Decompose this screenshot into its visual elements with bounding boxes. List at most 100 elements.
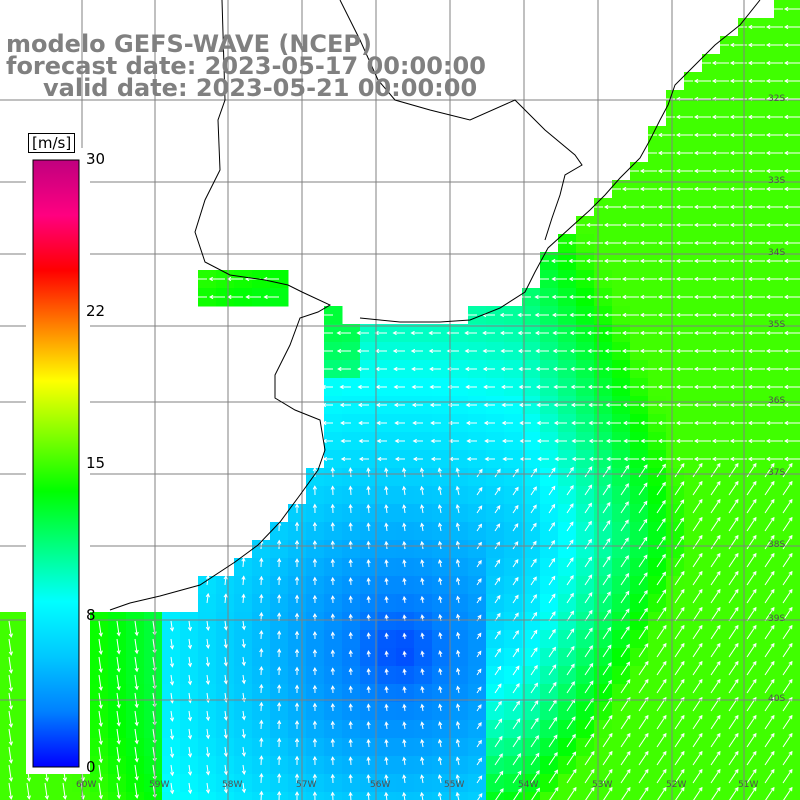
wind-arrowhead — [624, 501, 629, 506]
wind-arrow — [134, 674, 138, 690]
wind-arrowhead — [734, 462, 739, 468]
wind-cell — [522, 396, 541, 415]
wind-arrowhead — [588, 438, 594, 444]
wind-arrowhead — [241, 770, 246, 776]
wind-arrowhead — [783, 240, 789, 246]
wind-arrowhead — [515, 665, 520, 670]
wind-cell — [792, 648, 800, 667]
wind-cell — [792, 774, 800, 793]
wind-cell — [414, 648, 433, 667]
wind-arrowhead — [205, 592, 210, 598]
wind-arrow — [242, 656, 245, 666]
wind-arrowhead — [499, 312, 505, 318]
wind-arrow — [385, 722, 388, 730]
wind-arrow — [224, 638, 227, 648]
wind-cell — [396, 558, 415, 577]
wind-arrowhead — [662, 732, 667, 738]
wind-cell — [684, 180, 703, 199]
wind-cell — [702, 486, 721, 505]
wind-arrowhead — [393, 384, 398, 390]
wind-arrowhead — [747, 186, 753, 192]
wind-cell — [666, 648, 685, 667]
wind-cell — [648, 288, 667, 307]
wind-cell — [342, 576, 361, 595]
wind-arrowhead — [675, 222, 681, 228]
wind-arrowhead — [747, 240, 753, 246]
wind-arrow — [403, 486, 406, 496]
wind-arrow — [620, 555, 629, 568]
wind-arrow — [134, 764, 138, 780]
wind-arrowhead — [402, 522, 407, 527]
wind-cell — [252, 684, 271, 703]
wind-arrow — [746, 571, 757, 586]
wind-arrowhead — [8, 687, 13, 692]
wind-cell — [396, 342, 415, 361]
wind-cell — [720, 684, 739, 703]
wind-arrowhead — [277, 594, 282, 599]
wind-arrowhead — [348, 595, 353, 600]
wind-arrowhead — [535, 735, 539, 740]
wind-arrow — [638, 501, 648, 514]
wind-arrow — [782, 643, 793, 658]
wind-cell — [720, 702, 739, 721]
wind-arrowhead — [551, 258, 556, 264]
wind-cell — [576, 594, 595, 613]
wind-arrowhead — [532, 558, 537, 563]
wind-arrowhead — [571, 733, 576, 739]
wind-arrowhead — [551, 593, 556, 598]
wind-arrowhead — [675, 168, 681, 174]
wind-arrowhead — [394, 456, 400, 462]
wind-arrowhead — [621, 330, 627, 336]
wind-arrow — [438, 505, 442, 514]
wind-arrow — [782, 481, 793, 496]
wind-arrowhead — [747, 60, 753, 66]
wind-arrowhead — [294, 612, 300, 617]
wind-arrowhead — [419, 485, 425, 491]
wind-cell — [450, 648, 469, 667]
wind-cell — [558, 450, 577, 469]
wind-arrowhead — [116, 722, 121, 727]
wind-cell — [450, 774, 469, 793]
wind-arrow — [170, 764, 173, 776]
wind-cell — [324, 522, 343, 541]
wind-arrowhead — [447, 402, 453, 408]
wind-arrow — [566, 575, 574, 586]
wind-arrow — [602, 609, 611, 622]
wind-arrowhead — [532, 576, 537, 581]
wind-cell — [522, 702, 541, 721]
wind-cell — [612, 774, 631, 793]
wind-cell — [594, 576, 613, 595]
wind-cell — [594, 396, 613, 415]
wind-cell — [774, 576, 793, 595]
wind-arrowhead — [134, 703, 139, 709]
wind-arrow — [421, 757, 424, 766]
wind-arrowhead — [729, 330, 735, 336]
wind-cell — [342, 432, 361, 451]
wind-arrowhead — [716, 534, 721, 540]
wind-arrowhead — [734, 588, 739, 594]
wind-arrowhead — [623, 456, 628, 462]
wind-arrowhead — [394, 438, 399, 444]
wind-arrowhead — [657, 420, 663, 426]
wind-cell — [630, 594, 649, 613]
wind-arrowhead — [626, 732, 631, 738]
wind-arrowhead — [550, 240, 556, 246]
wind-arrowhead — [348, 738, 353, 744]
wind-cell — [432, 522, 451, 541]
wind-cell — [522, 486, 541, 505]
wind-cell — [540, 558, 559, 577]
wind-cell — [648, 504, 667, 523]
wind-arrow — [566, 503, 574, 514]
wind-arrow — [548, 540, 555, 550]
wind-cell — [414, 792, 433, 800]
wind-arrowhead — [190, 276, 195, 282]
wind-arrowhead — [568, 240, 573, 246]
wind-arrowhead — [501, 420, 507, 426]
wind-arrowhead — [534, 682, 539, 687]
wind-cell — [540, 720, 559, 739]
wind-arrowhead — [402, 756, 407, 762]
wind-cell — [342, 522, 361, 541]
wind-arrow — [584, 557, 592, 568]
wind-arrow — [728, 661, 739, 676]
wind-arrowhead — [729, 222, 735, 228]
